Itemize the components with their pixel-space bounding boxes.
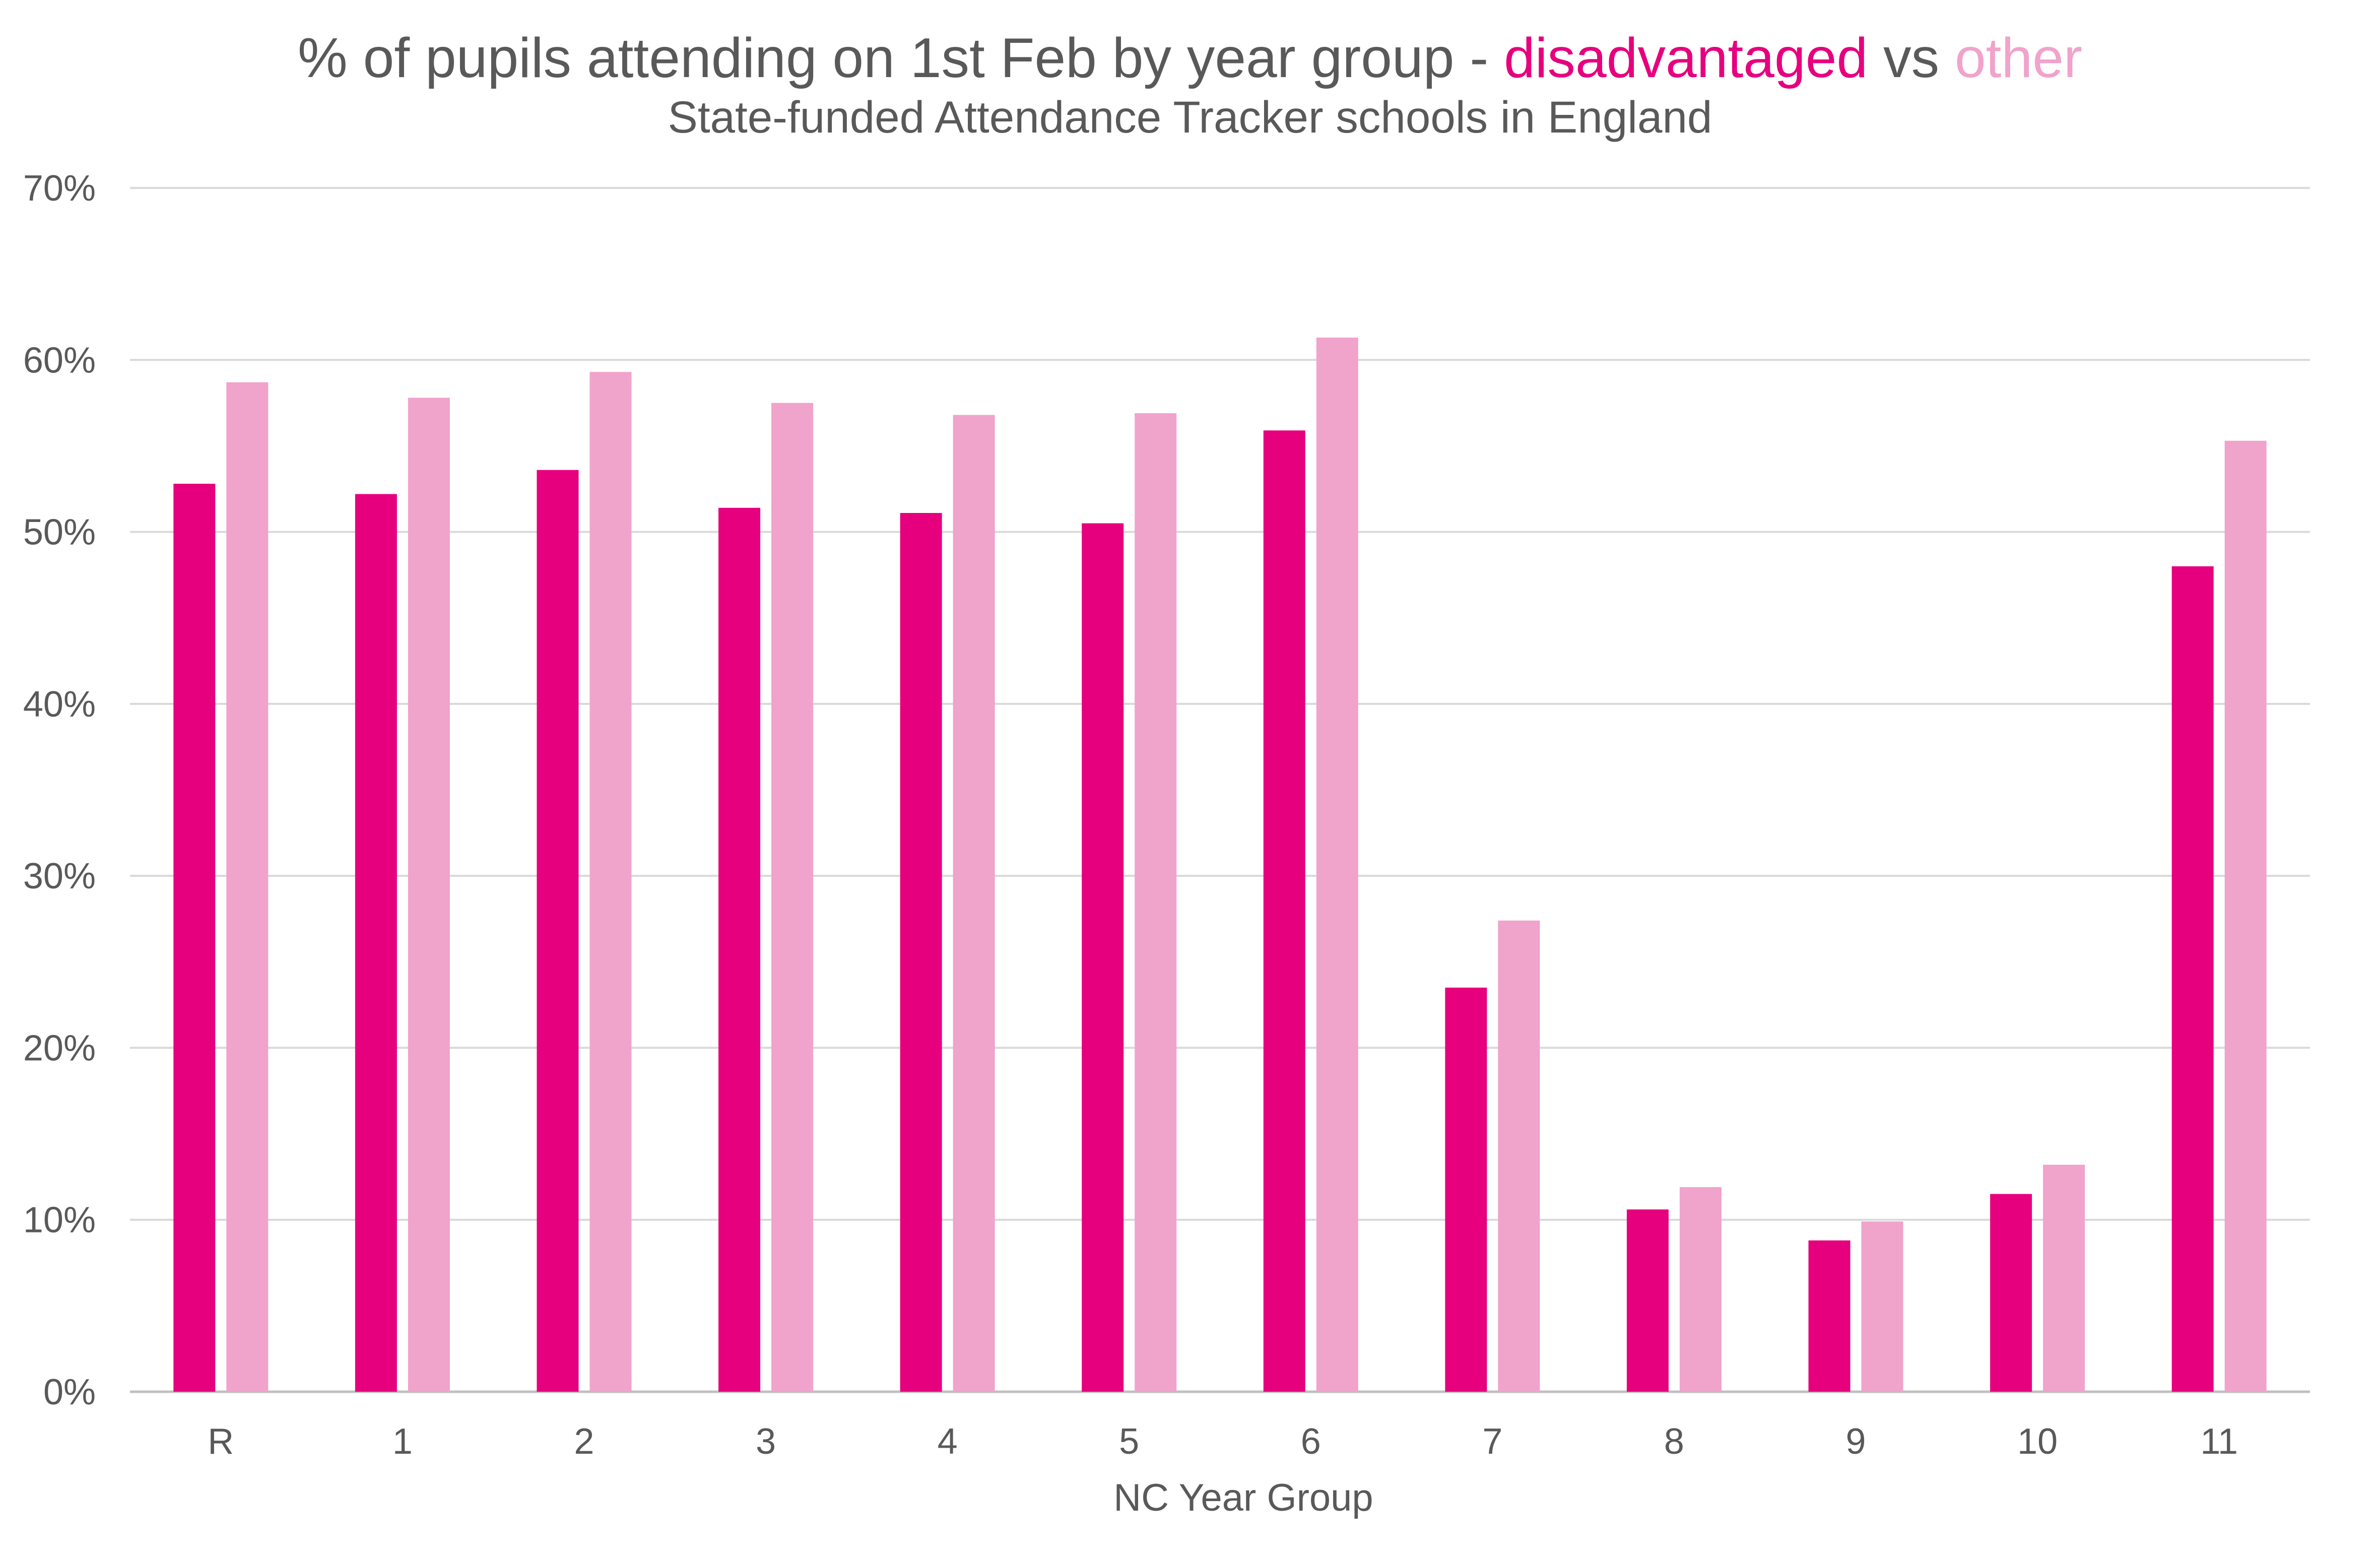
y-tick-label: 60% xyxy=(23,340,96,380)
bar-other-4 xyxy=(953,415,995,1392)
x-axis-ticks: R 1 2 3 4 5 6 7 8 9 10 11 xyxy=(208,1421,2238,1462)
bars xyxy=(173,337,2267,1392)
bar-disadvantaged-6 xyxy=(1263,430,1305,1392)
bar-other-9 xyxy=(1861,1221,1903,1392)
y-tick-label: 30% xyxy=(23,856,96,896)
x-tick-label: 5 xyxy=(1119,1421,1139,1462)
title-series-disadvantaged: disadvantaged xyxy=(1504,27,1868,89)
x-tick-label: 10 xyxy=(2017,1421,2058,1462)
bar-other-10 xyxy=(2043,1164,2085,1392)
bar-disadvantaged-4 xyxy=(900,513,942,1392)
bar-other-1 xyxy=(408,398,450,1392)
x-tick-label: 8 xyxy=(1664,1421,1684,1462)
bar-disadvantaged-1 xyxy=(355,494,397,1392)
x-tick-label: 4 xyxy=(938,1421,958,1462)
title-middle: vs xyxy=(1868,27,1955,89)
title-series-other: other xyxy=(1954,27,2082,89)
bar-disadvantaged-9 xyxy=(1808,1240,1850,1392)
x-tick-label: 1 xyxy=(392,1421,413,1462)
x-axis-title: NC Year Group xyxy=(1113,1476,1373,1519)
bar-disadvantaged-8 xyxy=(1626,1209,1669,1392)
bar-disadvantaged-R xyxy=(173,484,216,1392)
bar-disadvantaged-2 xyxy=(537,470,579,1392)
x-tick-label: 2 xyxy=(574,1421,594,1462)
x-tick-label: 11 xyxy=(2200,1421,2238,1462)
x-tick-label: 9 xyxy=(1846,1421,1866,1462)
bar-disadvantaged-3 xyxy=(718,507,761,1392)
x-tick-label: R xyxy=(208,1421,234,1462)
bar-other-5 xyxy=(1135,413,1177,1392)
bar-other-3 xyxy=(771,403,814,1392)
bar-other-2 xyxy=(589,372,632,1392)
bar-other-6 xyxy=(1316,337,1358,1392)
bar-disadvantaged-7 xyxy=(1445,987,1487,1392)
bar-other-R xyxy=(226,382,269,1392)
x-tick-label: 3 xyxy=(756,1421,776,1462)
bar-other-7 xyxy=(1498,920,1540,1392)
chart-subtitle: State-funded Attendance Tracker schools … xyxy=(668,92,1712,142)
gridlines xyxy=(130,187,2310,1393)
y-axis-ticks: 0% 10% 20% 30% 40% 50% 60% 70% xyxy=(23,168,96,1412)
x-tick-label: 7 xyxy=(1482,1421,1502,1462)
x-tick-label: 6 xyxy=(1301,1421,1321,1462)
bar-disadvantaged-5 xyxy=(1082,523,1124,1392)
y-tick-label: 20% xyxy=(23,1028,96,1068)
y-tick-label: 40% xyxy=(23,684,96,725)
y-tick-label: 10% xyxy=(23,1200,96,1241)
bar-other-8 xyxy=(1679,1187,1722,1392)
bar-disadvantaged-11 xyxy=(2171,566,2214,1392)
bar-disadvantaged-10 xyxy=(1990,1194,2032,1392)
y-tick-label: 0% xyxy=(43,1372,96,1412)
chart-title: % of pupils attending on 1st Feb by year… xyxy=(0,20,2380,96)
title-prefix: % of pupils attending on 1st Feb by year… xyxy=(298,27,1504,89)
bar-other-11 xyxy=(2224,440,2267,1392)
y-tick-label: 50% xyxy=(23,512,96,553)
y-tick-label: 70% xyxy=(23,168,96,209)
